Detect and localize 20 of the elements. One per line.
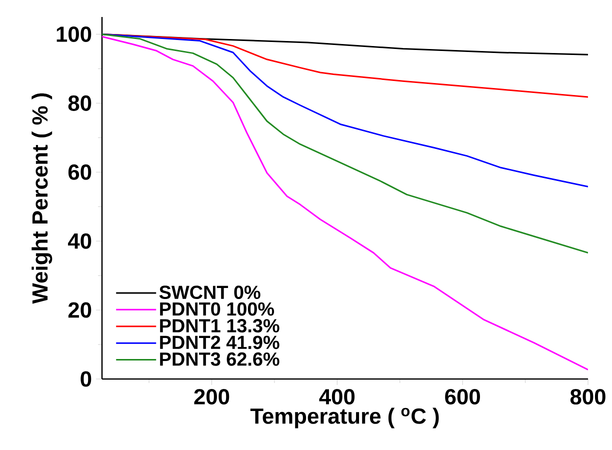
legend-label: PDNT2 41.9% (160, 336, 280, 350)
y-tick-label: 20 (68, 302, 92, 318)
line-series (102, 33, 588, 254)
y-tick-label: 80 (68, 95, 92, 111)
y-tick-label: 60 (68, 164, 92, 180)
x-tick-label: 200 (194, 388, 230, 404)
legend-label: PDNT0 100% (160, 302, 274, 316)
x-tick-label: 400 (319, 388, 355, 404)
y-axis-title: Weight Percent ( % ) (32, 93, 52, 304)
x-tick-label: 800 (570, 388, 606, 404)
y-tick-label: 0 (80, 371, 92, 387)
x-axis-title: Temperature ( $^{o}$C ) (250, 408, 439, 428)
legend-label: PDNT1 13.3% (160, 319, 280, 332)
x-tick-label: 600 (445, 388, 480, 404)
line-series (102, 36, 588, 370)
legend-label: SWCNT 0% (159, 286, 260, 300)
line-series (102, 33, 588, 188)
y-tick-label: 40 (68, 233, 92, 249)
legend-label: PDNT3 62.6% (160, 352, 280, 366)
y-tick-label: 100 (56, 26, 92, 42)
